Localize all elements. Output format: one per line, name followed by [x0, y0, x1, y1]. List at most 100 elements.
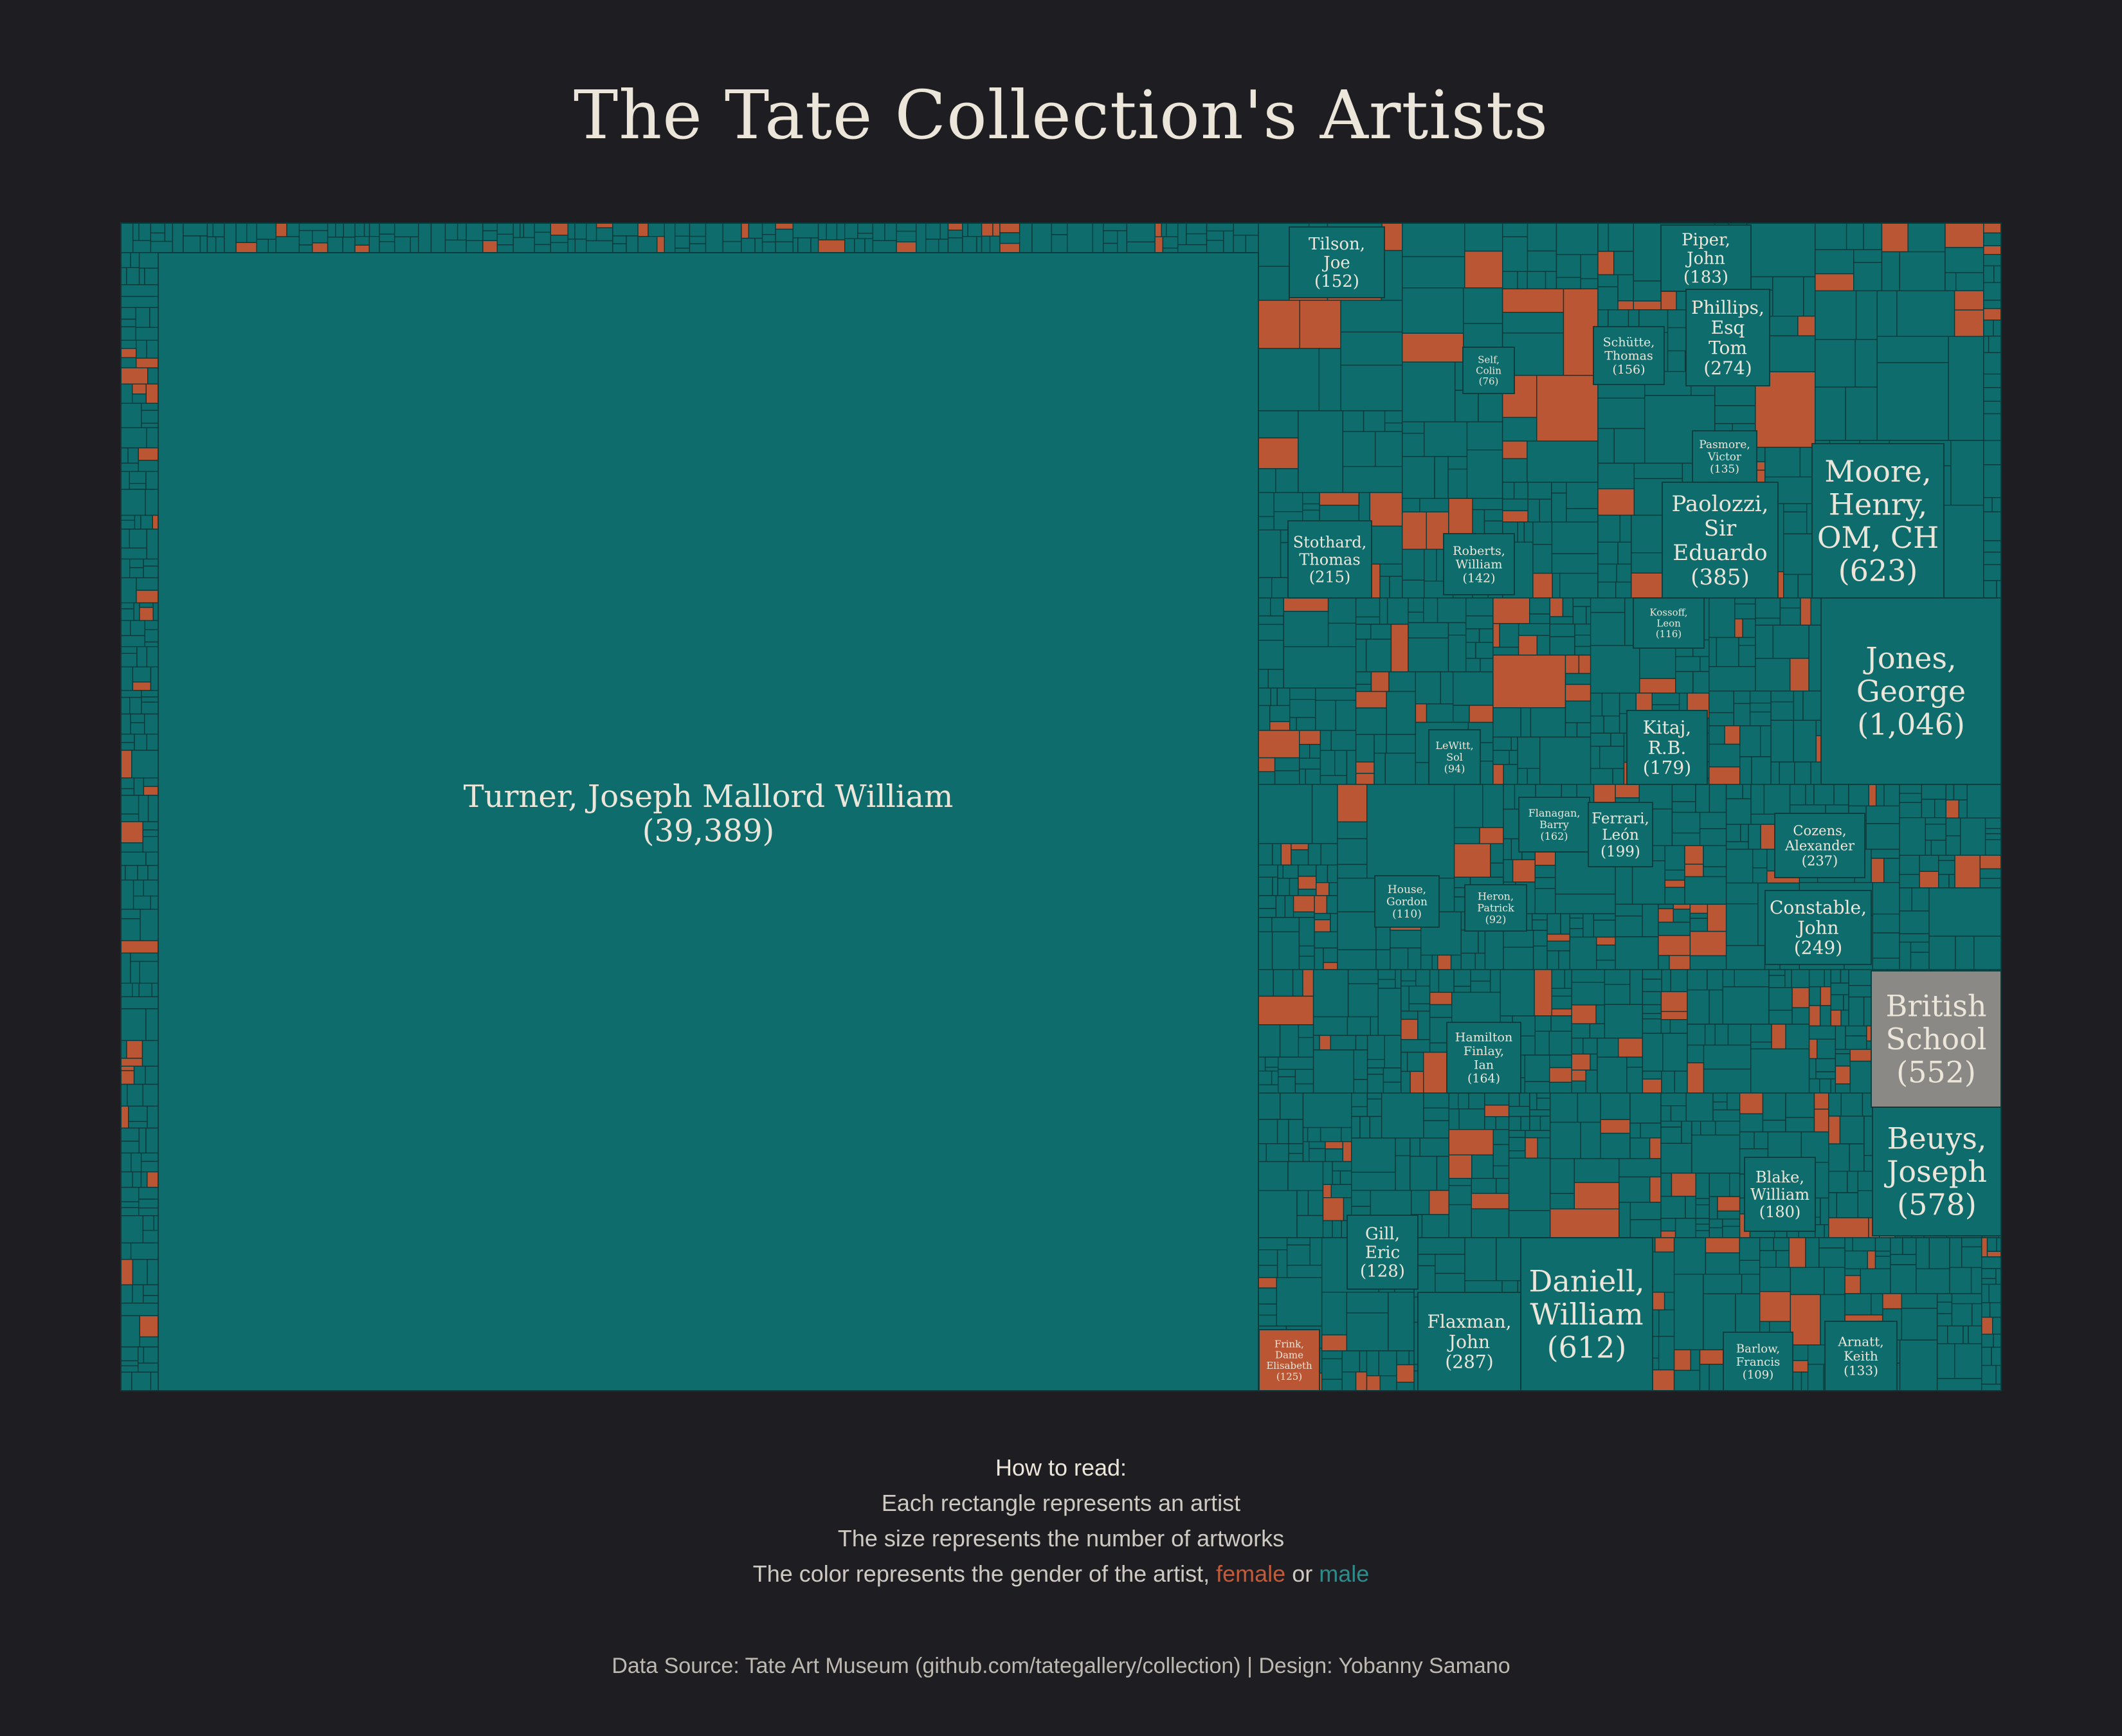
artist-tile-male [1384, 422, 1403, 432]
artist-tile-male [120, 1141, 140, 1154]
artist-tile-male [1258, 1119, 1278, 1144]
artist-tile-male [1539, 1116, 1551, 1131]
artist-tile-male [1549, 1193, 1575, 1209]
artist-tile-male [1390, 947, 1409, 970]
artist-tile-male [136, 646, 148, 668]
artist-tile-male [1311, 784, 1338, 844]
artist-tile-male [1549, 616, 1574, 625]
artist-tile-female [1292, 895, 1315, 912]
artist-tile-male [1520, 707, 1532, 738]
artist-tile-male [1800, 1371, 1809, 1391]
artist-tile-male [1408, 1003, 1431, 1012]
artist-tile-female [1464, 250, 1503, 289]
artist-tile-male [143, 1346, 159, 1364]
artist-tile-male [1527, 440, 1599, 483]
artist-name-label: Alexander [1784, 838, 1855, 853]
artist-tile-male [1453, 969, 1471, 987]
artist-name-label: Colin [1476, 365, 1501, 376]
artist-tile-male [1770, 701, 1795, 721]
artist-tile-male [1286, 1244, 1310, 1266]
artist-tile-pasmore-victor [1692, 430, 1757, 483]
artist-tile-male [1910, 941, 1930, 953]
artist-tile-male [1309, 1237, 1323, 1266]
artist-tile-male [298, 230, 313, 246]
artist-tile-male [120, 357, 137, 368]
artist-tile-male [142, 1284, 159, 1296]
artist-tile-male [1330, 912, 1338, 933]
artist-tile-male [574, 222, 587, 240]
artist-tile-male [854, 238, 866, 253]
artist-tile-female [1325, 1141, 1343, 1150]
artist-name-label: William [1530, 1297, 1643, 1332]
artist-count-label: (1,046) [1857, 707, 1965, 742]
artist-tile-male [1590, 732, 1611, 747]
artist-tile-male [444, 239, 467, 253]
artist-tile-male [379, 241, 395, 253]
artist-tile-male [1342, 431, 1376, 467]
artist-tile-male [138, 1198, 159, 1209]
artist-tile-male [1948, 874, 1955, 889]
artist-tile-male [138, 1186, 159, 1200]
artist-tile-male [1775, 1250, 1790, 1268]
artist-name-label: Flanagan, [1528, 807, 1581, 819]
artist-tile-male [150, 232, 166, 242]
artist-tile-male [1327, 597, 1357, 624]
artist-tile-male [1979, 878, 2002, 889]
artist-tile-male [1530, 707, 1566, 738]
artist-tile-male [132, 1171, 142, 1188]
artist-tile-female [1844, 1275, 1862, 1294]
artist-tile-male [1590, 715, 1604, 734]
artist-tile-male [1315, 700, 1337, 731]
artist-tile-male [1321, 1350, 1343, 1360]
artist-tile-male [967, 222, 983, 237]
artist-tile-male [1582, 913, 1595, 938]
artist-tile-male [1388, 1291, 1415, 1352]
artist-tile-male [1950, 440, 1984, 506]
artist-tile-male [1876, 362, 1949, 441]
artist-tile-male [143, 565, 159, 579]
artist-tile-male [1725, 945, 1766, 970]
artist-tile-male [1597, 1056, 1628, 1094]
artist-tile-male [947, 230, 963, 239]
artist-tile-male [150, 666, 159, 691]
artist-tile-male [1670, 1105, 1687, 1122]
artist-tile-male [1448, 1177, 1473, 1186]
artist-tile-male [1309, 744, 1321, 759]
artist-tile-male [1727, 1024, 1752, 1046]
artist-tile-male [1408, 985, 1431, 1004]
artist-tile-male [1709, 1196, 1718, 1220]
artist-tile-male [689, 235, 707, 244]
artist-tile-male [1619, 1202, 1631, 1238]
legend-prefix: The color represents the gender of the a… [752, 1560, 1217, 1587]
artist-tile-male [120, 996, 159, 1009]
artist-tile-male [1271, 931, 1300, 970]
artist-tile-male [1764, 447, 1801, 478]
artist-tile-male [1447, 456, 1468, 470]
artist-name-label: Daniell, [1529, 1264, 1645, 1299]
artist-tile-male [1269, 597, 1284, 617]
artist-tile-male [1289, 687, 1316, 700]
artist-tile-male [1755, 617, 1781, 626]
artist-tile-moore-henry-om-ch [1811, 443, 1945, 599]
artist-tile-male [268, 239, 277, 253]
artist-tile-male [1695, 784, 1710, 813]
artist-tile-male [1401, 548, 1425, 581]
artist-tile-male [1768, 975, 1786, 988]
artist-tile-male [1560, 913, 1571, 935]
artist-name-label: LeWitt, [1435, 739, 1473, 752]
artist-tile-male [1465, 615, 1494, 629]
artist-tile-female [1660, 1011, 1688, 1020]
artist-name-label: Piper, [1682, 231, 1730, 250]
artist-tile-male [394, 222, 419, 238]
artist-tile-male [151, 982, 159, 997]
artist-tile-male [884, 222, 897, 241]
artist-tile-male [1571, 1037, 1584, 1055]
artist-tile-female [1322, 1184, 1332, 1198]
artist-tile-male [1791, 969, 1810, 988]
artist-tile-female [1759, 1290, 1791, 1323]
artist-tile-male [141, 701, 159, 715]
artist-tile-male [1951, 1303, 1973, 1326]
artist-tile-male [1988, 1283, 2002, 1303]
artist-tile-male [1983, 580, 1997, 599]
artist-tile-male [1835, 1049, 1851, 1054]
